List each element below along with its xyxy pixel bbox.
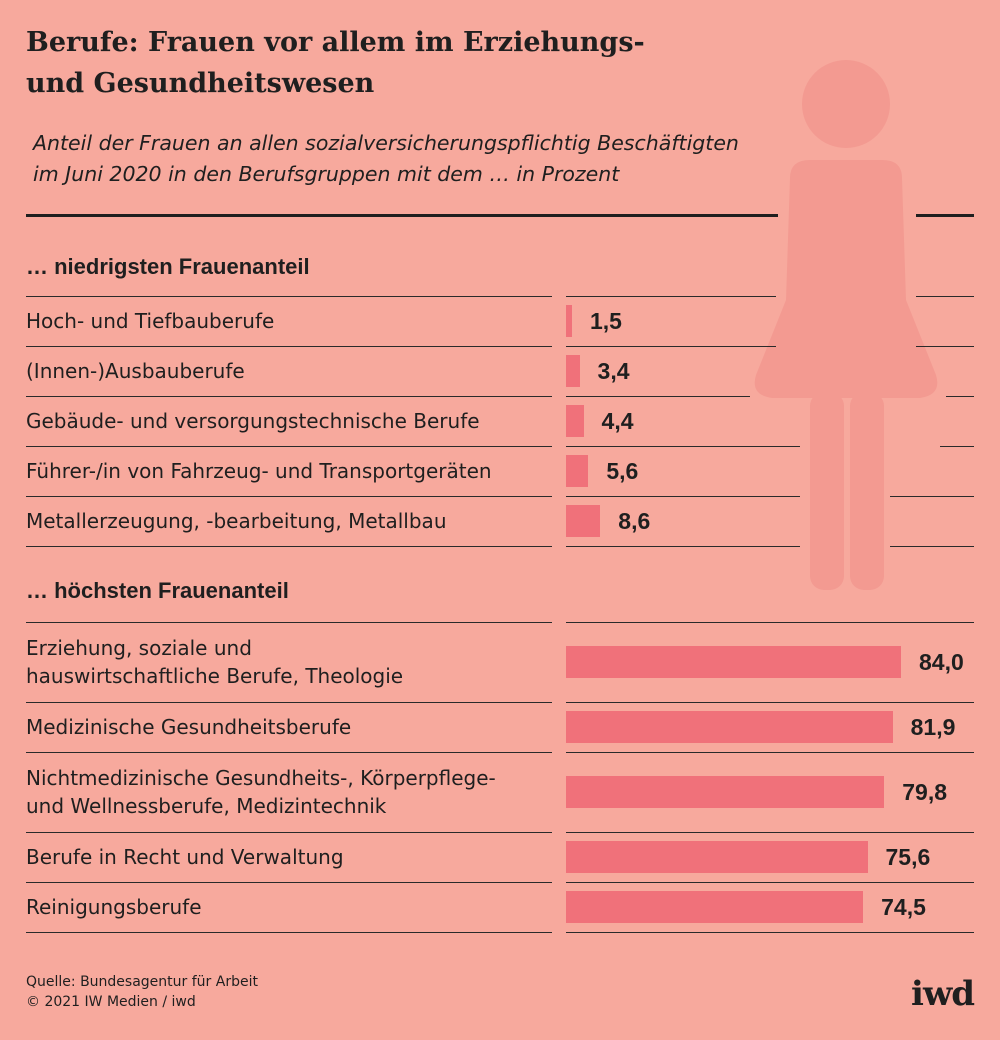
bar	[566, 891, 864, 923]
row-divider	[26, 702, 552, 703]
row-divider	[26, 446, 552, 447]
row-divider	[566, 346, 776, 347]
row-label: Hoch- und Tiefbauberufe	[26, 307, 274, 335]
row-divider	[890, 546, 974, 547]
row-divider	[566, 882, 974, 883]
row-label-line: und Wellnessberufe, Medizintechnik	[26, 794, 387, 818]
row-label-line: Gebäude- und versorgungstechnische Beruf…	[26, 409, 480, 433]
iwd-logo: iwd	[911, 974, 975, 1014]
row-label: Berufe in Recht und Verwaltung	[26, 843, 344, 871]
row-divider	[890, 496, 974, 497]
row-label-line: Berufe in Recht und Verwaltung	[26, 845, 344, 869]
row-divider	[566, 622, 974, 623]
header-divider	[26, 214, 778, 217]
row-label-line: (Innen-)Ausbauberufe	[26, 359, 245, 383]
data-label: 5,6	[606, 458, 639, 484]
bar	[566, 355, 580, 387]
row-label: Reinigungsberufe	[26, 893, 202, 921]
title-line-1: Berufe: Frauen vor allem im Erziehungs-	[26, 27, 645, 58]
subtitle-line-2: im Juni 2020 in den Berufsgruppen mit de…	[33, 162, 620, 186]
row-label: (Innen-)Ausbauberufe	[26, 357, 245, 385]
copyright-line: © 2021 IW Medien / iwd	[26, 994, 196, 1010]
row-label: Medizinische Gesundheitsberufe	[26, 713, 351, 741]
row-divider	[566, 496, 800, 497]
title-line-2: und Gesundheitswesen	[26, 68, 375, 99]
source-line: Quelle: Bundesagentur für Arbeit	[26, 974, 258, 990]
row-label-line: hauswirtschaftliche Berufe, Theologie	[26, 664, 404, 688]
data-label: 75,6	[885, 844, 931, 870]
section-header: … niedrigsten Frauenanteil	[26, 254, 310, 279]
bar	[566, 776, 885, 808]
bar	[566, 646, 901, 678]
chart-subtitle: Anteil der Frauen an allen sozialversich…	[33, 128, 793, 190]
row-divider	[940, 446, 974, 447]
row-divider	[566, 296, 776, 297]
row-divider	[566, 396, 750, 397]
data-label: 4,4	[601, 408, 634, 434]
row-divider	[26, 932, 552, 933]
chart-title: Berufe: Frauen vor allem im Erziehungs- …	[26, 22, 786, 104]
bar	[566, 505, 601, 537]
row-divider	[26, 882, 552, 883]
row-divider	[26, 832, 552, 833]
bar	[566, 305, 572, 337]
data-label: 3,4	[597, 358, 630, 384]
bar	[566, 711, 893, 743]
row-label-line: Erziehung, soziale und	[26, 636, 252, 660]
header-divider-right	[916, 214, 974, 217]
row-divider	[566, 702, 974, 703]
row-divider	[946, 396, 974, 397]
subtitle-line-1: Anteil der Frauen an allen sozialversich…	[33, 131, 739, 155]
row-divider	[566, 752, 974, 753]
row-label: Metallerzeugung, -bearbeitung, Metallbau	[26, 507, 447, 535]
data-label: 79,8	[902, 779, 948, 805]
row-label: Nichtmedizinische Gesundheits-, Körperpf…	[26, 764, 496, 820]
row-label-line: Metallerzeugung, -bearbeitung, Metallbau	[26, 509, 447, 533]
row-divider	[26, 496, 552, 497]
row-label-line: Nichtmedizinische Gesundheits-, Körperpf…	[26, 766, 496, 790]
row-divider	[26, 622, 552, 623]
row-label: Erziehung, soziale und hauswirtschaftlich…	[26, 634, 403, 690]
row-divider	[566, 446, 800, 447]
row-divider	[26, 346, 552, 347]
row-divider	[566, 546, 800, 547]
row-label-line: Reinigungsberufe	[26, 895, 202, 919]
section-header: … höchsten Frauenanteil	[26, 578, 289, 603]
row-divider	[916, 346, 974, 347]
data-label: 74,5	[881, 894, 926, 920]
data-label: 1,5	[589, 308, 622, 334]
row-label-line: Medizinische Gesundheitsberufe	[26, 715, 352, 739]
bar	[566, 841, 868, 873]
row-divider	[566, 832, 974, 833]
data-label: 8,6	[618, 508, 651, 534]
row-divider	[916, 296, 974, 297]
row-divider	[26, 752, 552, 753]
data-label: 81,9	[910, 714, 956, 740]
row-divider	[26, 396, 552, 397]
bar	[566, 455, 589, 487]
row-label: Gebäude- und versorgungstechnische Beruf…	[26, 407, 480, 435]
row-label-line: Hoch- und Tiefbauberufe	[26, 309, 275, 333]
row-divider	[566, 932, 974, 933]
row-label: Führer-/in von Fahrzeug- und Transportge…	[26, 457, 492, 485]
bar	[566, 405, 584, 437]
row-divider	[26, 546, 552, 547]
data-label: 84,0	[919, 649, 964, 675]
row-label-line: Führer-/in von Fahrzeug- und Transportge…	[26, 459, 492, 483]
row-divider	[26, 296, 552, 297]
source-note: Quelle: Bundesagentur für Arbeit © 2021 …	[26, 972, 258, 1012]
